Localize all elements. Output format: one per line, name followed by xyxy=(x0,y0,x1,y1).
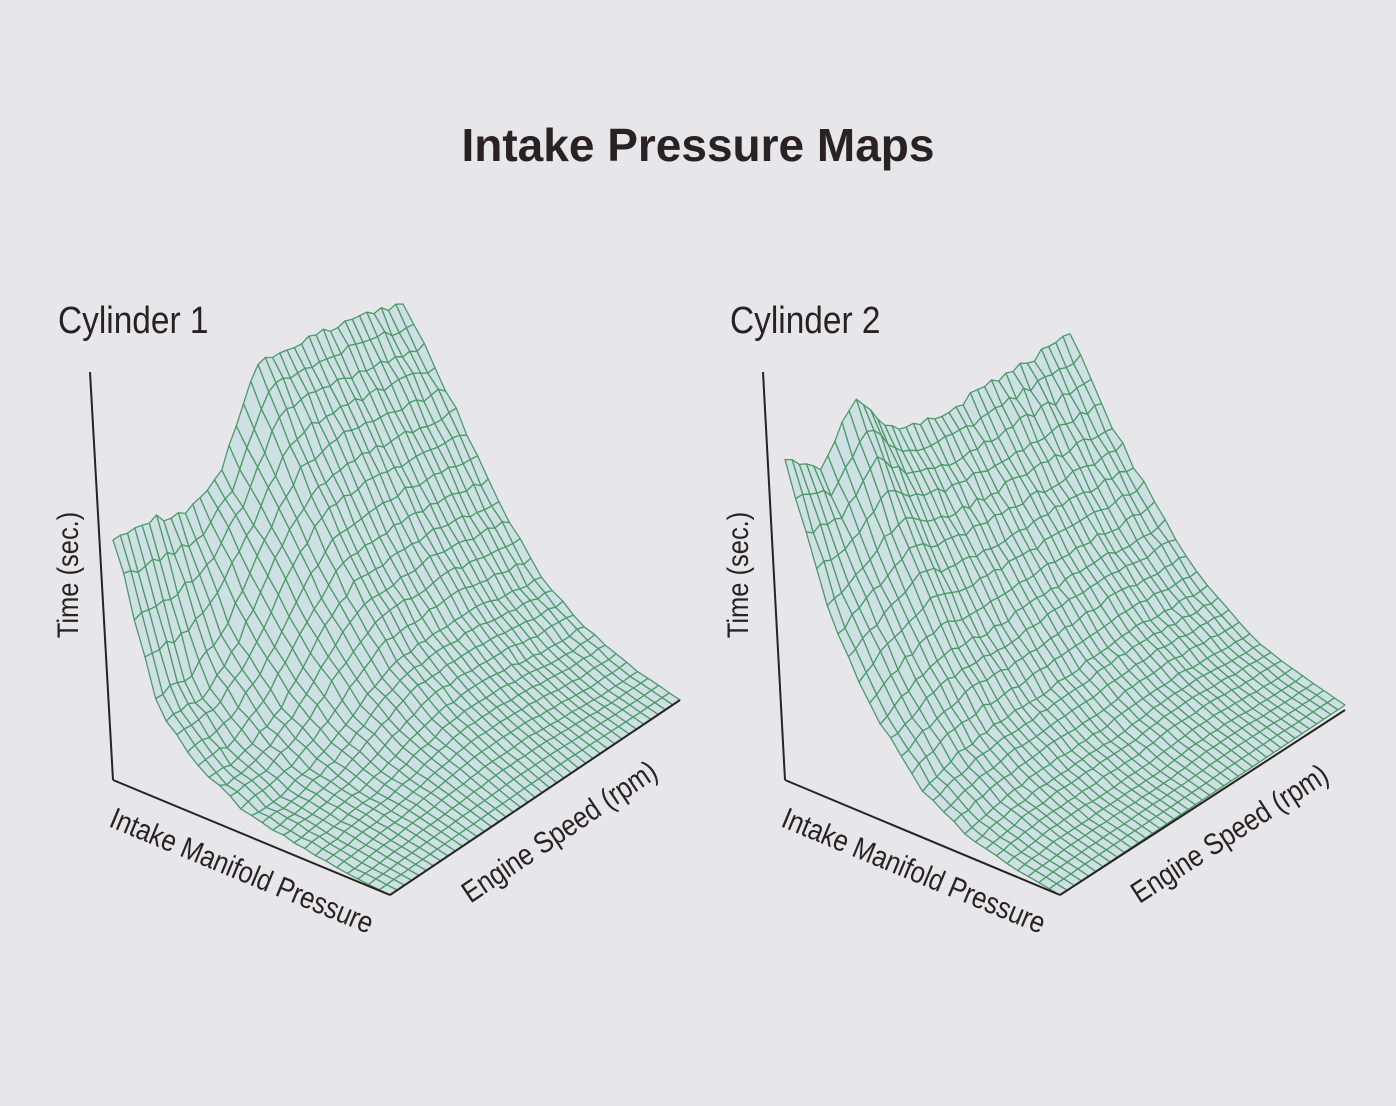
surface-mesh xyxy=(112,303,681,896)
x-axis-line xyxy=(784,779,1061,896)
chart-title: Cylinder 1 xyxy=(58,299,209,341)
y-axis-line xyxy=(1059,709,1346,896)
surface-mesh xyxy=(784,333,1346,896)
z-axis-line xyxy=(762,371,786,781)
z-axis-label: Time (sec.) xyxy=(51,512,84,638)
figure-title: Intake Pressure Maps xyxy=(461,119,935,171)
chart-cylinder-1: Cylinder 1 Time (sec.) Intake Manifold P… xyxy=(51,299,681,940)
chart-title: Cylinder 2 xyxy=(730,299,881,341)
chart-cylinder-2: Cylinder 2 Time (sec.) Intake Manifold P… xyxy=(721,299,1346,940)
z-axis-line xyxy=(89,371,114,781)
x-axis-line xyxy=(112,779,391,896)
y-axis-line xyxy=(389,699,681,896)
z-axis-label: Time (sec.) xyxy=(721,512,754,638)
